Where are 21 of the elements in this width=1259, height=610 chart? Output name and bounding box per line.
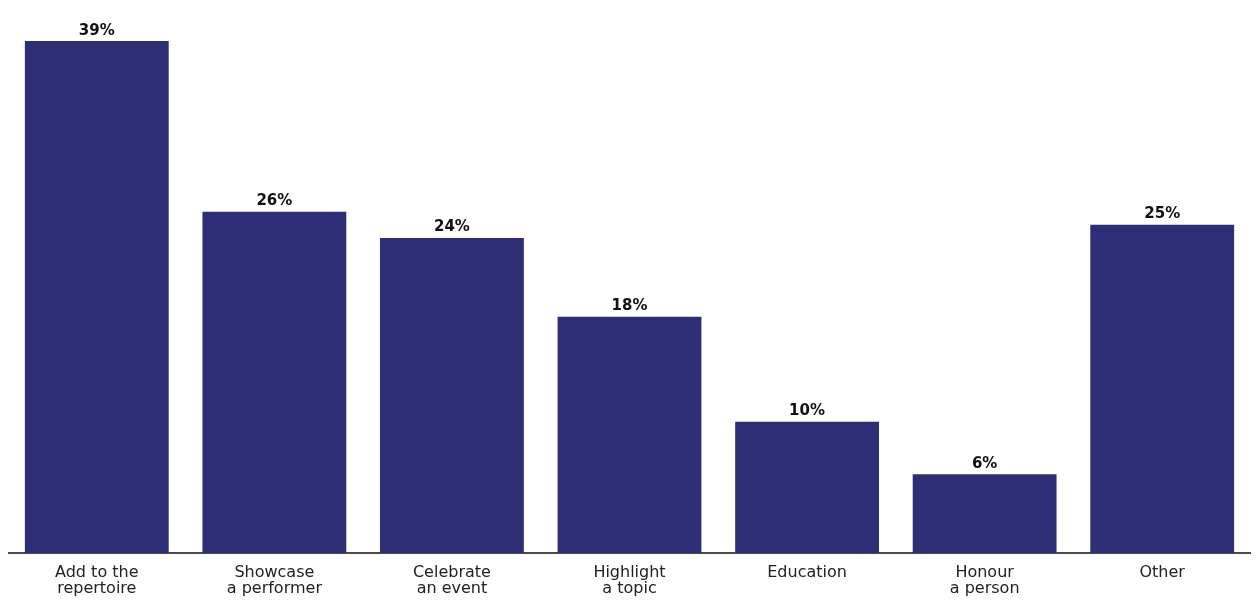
bar [24,41,169,553]
x-tick-label: Education [767,561,847,581]
data-label: 39% [78,20,115,39]
x-tick-label: Celebrate an event [412,561,491,597]
data-label: 6% [971,453,998,472]
x-tick-label: Showcase a performer [226,561,323,597]
x-tick-label: Highlight a topic [593,561,666,597]
x-tick-label: Other [1139,561,1186,581]
data-label: 26% [256,191,293,210]
data-label: 24% [433,217,470,236]
x-tick-label: Honour a person [949,561,1020,597]
bar [912,474,1057,553]
data-label: 10% [789,401,826,420]
bar [202,211,347,553]
x-tick-label: Add to the repertoire [55,561,139,597]
data-label: 25% [1144,204,1181,223]
bar [380,237,524,553]
bar [557,316,702,553]
data-label: 18% [611,296,648,315]
bar [735,421,879,553]
bar [1090,224,1235,553]
